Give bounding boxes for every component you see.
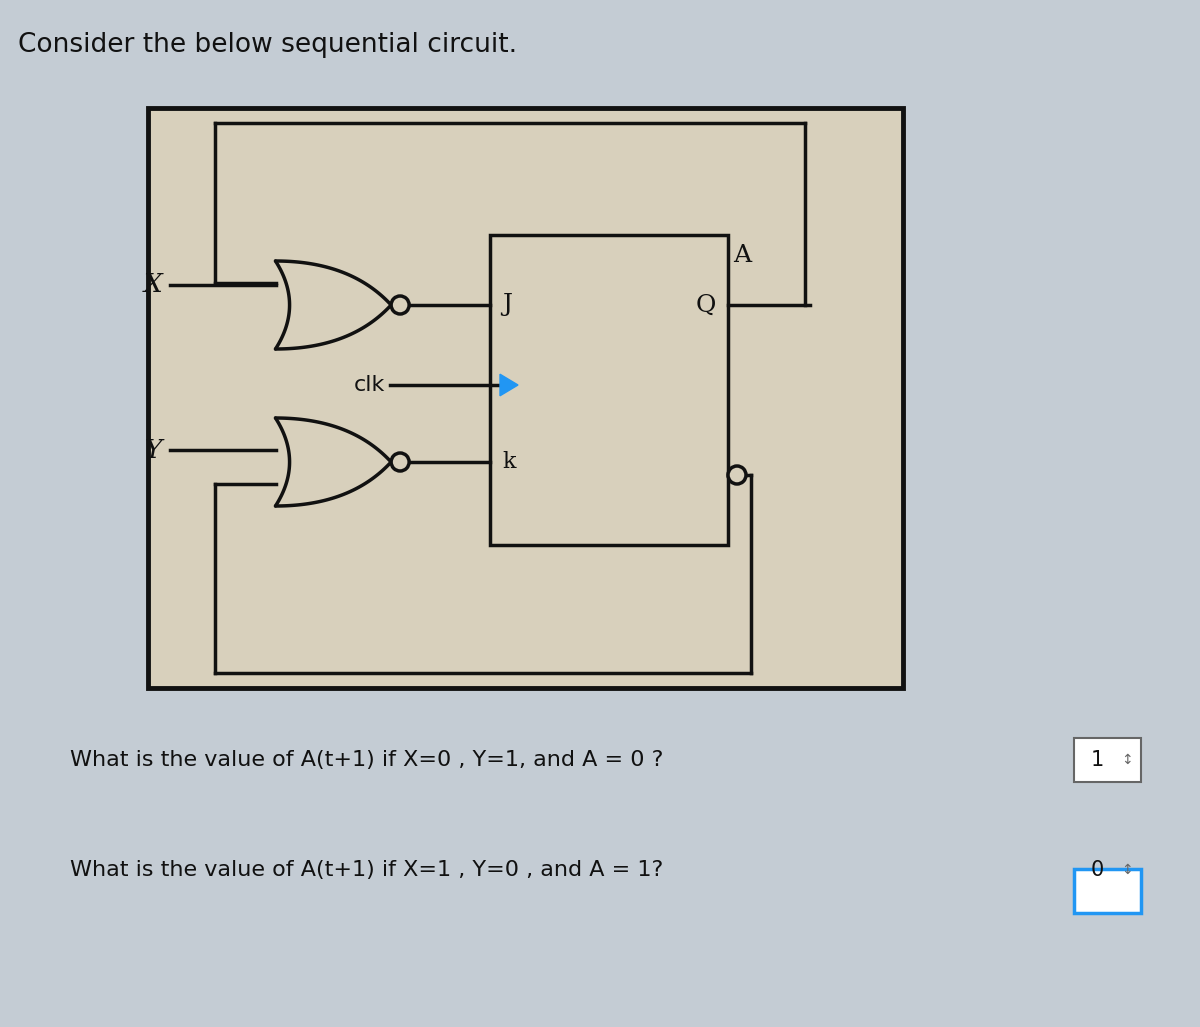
Text: What is the value of A(t+1) if X=1 , Y=0 , and A = 1?: What is the value of A(t+1) if X=1 , Y=0… [70,860,664,880]
Text: Consider the below sequential circuit.: Consider the below sequential circuit. [18,32,517,58]
Text: ↕: ↕ [1121,753,1133,767]
Text: Q: Q [696,294,716,316]
Text: What is the value of A(t+1) if X=0 , Y=1, and A = 0 ?: What is the value of A(t+1) if X=0 , Y=1… [70,750,664,770]
FancyBboxPatch shape [1074,738,1141,782]
Circle shape [728,466,746,484]
Circle shape [391,453,409,471]
Text: J: J [502,294,512,316]
Text: k: k [502,451,516,473]
Text: 0: 0 [1091,860,1104,880]
Text: clk: clk [354,375,385,395]
Circle shape [391,296,409,314]
Text: X: X [143,272,162,298]
FancyBboxPatch shape [148,108,904,688]
FancyBboxPatch shape [1074,869,1141,913]
Text: ↕: ↕ [1121,863,1133,877]
Text: A: A [733,243,751,266]
Text: 1: 1 [1091,750,1104,770]
Polygon shape [500,374,518,395]
Text: Y: Y [145,438,162,462]
FancyBboxPatch shape [490,235,728,545]
